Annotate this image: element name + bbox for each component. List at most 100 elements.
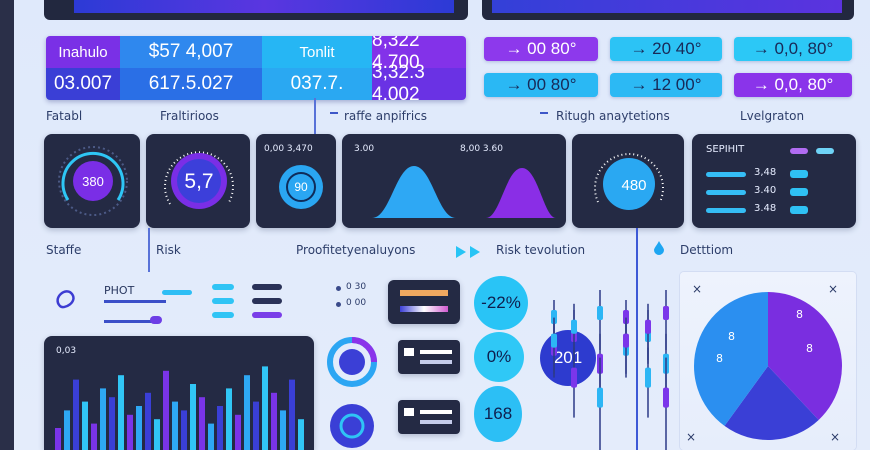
section-label-2: Fraltirioos: [160, 109, 219, 123]
metric-pill-1[interactable]: → 00 80°: [484, 37, 598, 61]
pie-mark-2: 8: [728, 330, 735, 343]
gauge-ring-2: [164, 151, 234, 209]
bar-18: [217, 406, 223, 450]
bar-16: [199, 397, 205, 450]
bar-8: [127, 414, 133, 450]
mini-card-1: [398, 340, 460, 374]
label-arrow-2: [540, 112, 548, 114]
legend-line-2: [104, 320, 156, 323]
legend-dot-1: [162, 290, 192, 295]
loop-icon: [54, 284, 82, 312]
bar-23: [262, 366, 268, 450]
bar-chart-label: 0,03: [56, 346, 77, 356]
bar-17: [208, 423, 214, 450]
legend-line-1: [104, 300, 166, 303]
bar-2: [73, 379, 79, 450]
bar-13: [172, 401, 178, 450]
list-row-2-tag: [790, 188, 808, 196]
gauge-value-5: 480: [621, 176, 647, 194]
pie-panel: × × × × 8 8 8 8: [680, 272, 856, 450]
list-row-2-value: 3.40: [754, 185, 777, 196]
status-bar-1: [400, 290, 448, 296]
bar-4: [91, 423, 97, 450]
drop-icon: [654, 240, 664, 255]
bar-19: [226, 388, 232, 450]
pie-corner-x4: ×: [830, 430, 841, 444]
bubble-3[interactable]: 201: [540, 330, 596, 386]
gauge-ring-5: [594, 153, 664, 210]
gauge-ticks-4l: 3.00: [354, 144, 375, 154]
bar-chart: [55, 366, 304, 450]
kpi-tile-block: Inahulo $57 4,007 Tonlit 8,322 4,700 03.…: [46, 36, 466, 100]
pie-slice-2: [693, 292, 768, 426]
bar-3: [82, 401, 88, 450]
kpi-tile-r1c3: Tonlit: [262, 36, 372, 68]
bar-0: [55, 428, 61, 450]
list-row-1-bar: [706, 172, 746, 177]
candle-body: [645, 319, 651, 334]
list-row-1-value: 3,48: [754, 167, 777, 178]
status-bar-2: [400, 306, 448, 312]
bubble-1[interactable]: -22%: [474, 276, 528, 330]
list-row-3-value: 3.48: [754, 203, 777, 214]
legend-bar-a2: [212, 298, 234, 304]
bubble-2[interactable]: 0%: [474, 332, 524, 382]
pie-mark-4: 8: [806, 342, 813, 355]
kpi-tile-r1c2: $57 4,007: [120, 36, 262, 68]
section-label-3: raffe anpifrics: [344, 109, 428, 123]
dot-row-2: [336, 302, 341, 307]
gauge-ticks-4r: 8,00 3.60: [460, 144, 503, 154]
bubble-4[interactable]: 168: [474, 386, 522, 442]
gauge-ring-1: [58, 146, 128, 216]
section-label-8: Proofitetyenaluyons: [296, 243, 416, 257]
dot-row-1-text: 0 30: [346, 282, 367, 292]
list-row-3-bar: [706, 208, 746, 213]
section-label-6: Staffe: [46, 243, 82, 257]
kpi-tile-r2c4: 3,32.3 4.002: [372, 62, 466, 100]
gauge-card-3: 0,00 3,470 90: [256, 134, 336, 228]
dot-row-1: [336, 286, 341, 291]
label-arrow-1: [330, 112, 338, 114]
list-row-3-tag: [790, 206, 808, 214]
list-panel-title: SEPIHIT: [706, 144, 745, 155]
metric-pill-5[interactable]: → 12 00°: [610, 73, 722, 97]
connector-line-1: [314, 98, 316, 134]
section-label-4: Ritugh anaytetions: [556, 109, 670, 123]
candle-body: [571, 319, 577, 334]
legend-bar-a1: [212, 284, 234, 290]
metric-pill-4[interactable]: → 00 80°: [484, 73, 598, 97]
pie-corner-x3: ×: [686, 430, 697, 444]
gauge-card-1: 380: [44, 134, 140, 228]
kpi-tile-r2c1: 03.007: [46, 68, 120, 100]
donut-mini-2: [326, 396, 378, 450]
pie-corner-x1: ×: [692, 282, 703, 296]
section-label-9: Risk tevolution: [496, 243, 586, 257]
play-arrows-icon: [456, 244, 490, 258]
bar-9: [136, 406, 142, 450]
mini-card-2-line-2: [420, 420, 452, 424]
candle-body: [551, 333, 557, 348]
mini-card-1-line-2: [420, 360, 452, 364]
candle-body: [597, 387, 603, 408]
mini-card-2-dot: [404, 408, 414, 416]
bar-chart-panel: 0,03: [44, 336, 314, 450]
pie-chart: [693, 292, 842, 441]
metric-pill-3[interactable]: → 0,0, 80°: [734, 37, 852, 61]
legend-bar-b1: [252, 284, 282, 290]
kpi-tile-r2c2: 617.5.027: [120, 68, 262, 100]
metric-pill-2[interactable]: → 20 40°: [610, 37, 722, 61]
metric-pill-6[interactable]: → 0,0, 80°: [734, 73, 852, 97]
pie-slice-0: [768, 292, 842, 420]
candle-body: [663, 387, 669, 408]
left-edge: [0, 0, 14, 450]
list-row-1-tag: [790, 170, 808, 178]
pie-mark-3: 8: [716, 352, 723, 365]
kpi-tile-r2c3: 037.7.: [262, 68, 372, 100]
bar-26: [289, 379, 295, 450]
list-panel-bar-top-2: [816, 148, 834, 154]
pie-slice-1: [724, 366, 819, 441]
bar-21: [244, 375, 250, 450]
bar-20: [235, 414, 241, 450]
dot-row-2-text: 0 00: [346, 298, 367, 308]
top-banner-right: [482, 0, 854, 20]
